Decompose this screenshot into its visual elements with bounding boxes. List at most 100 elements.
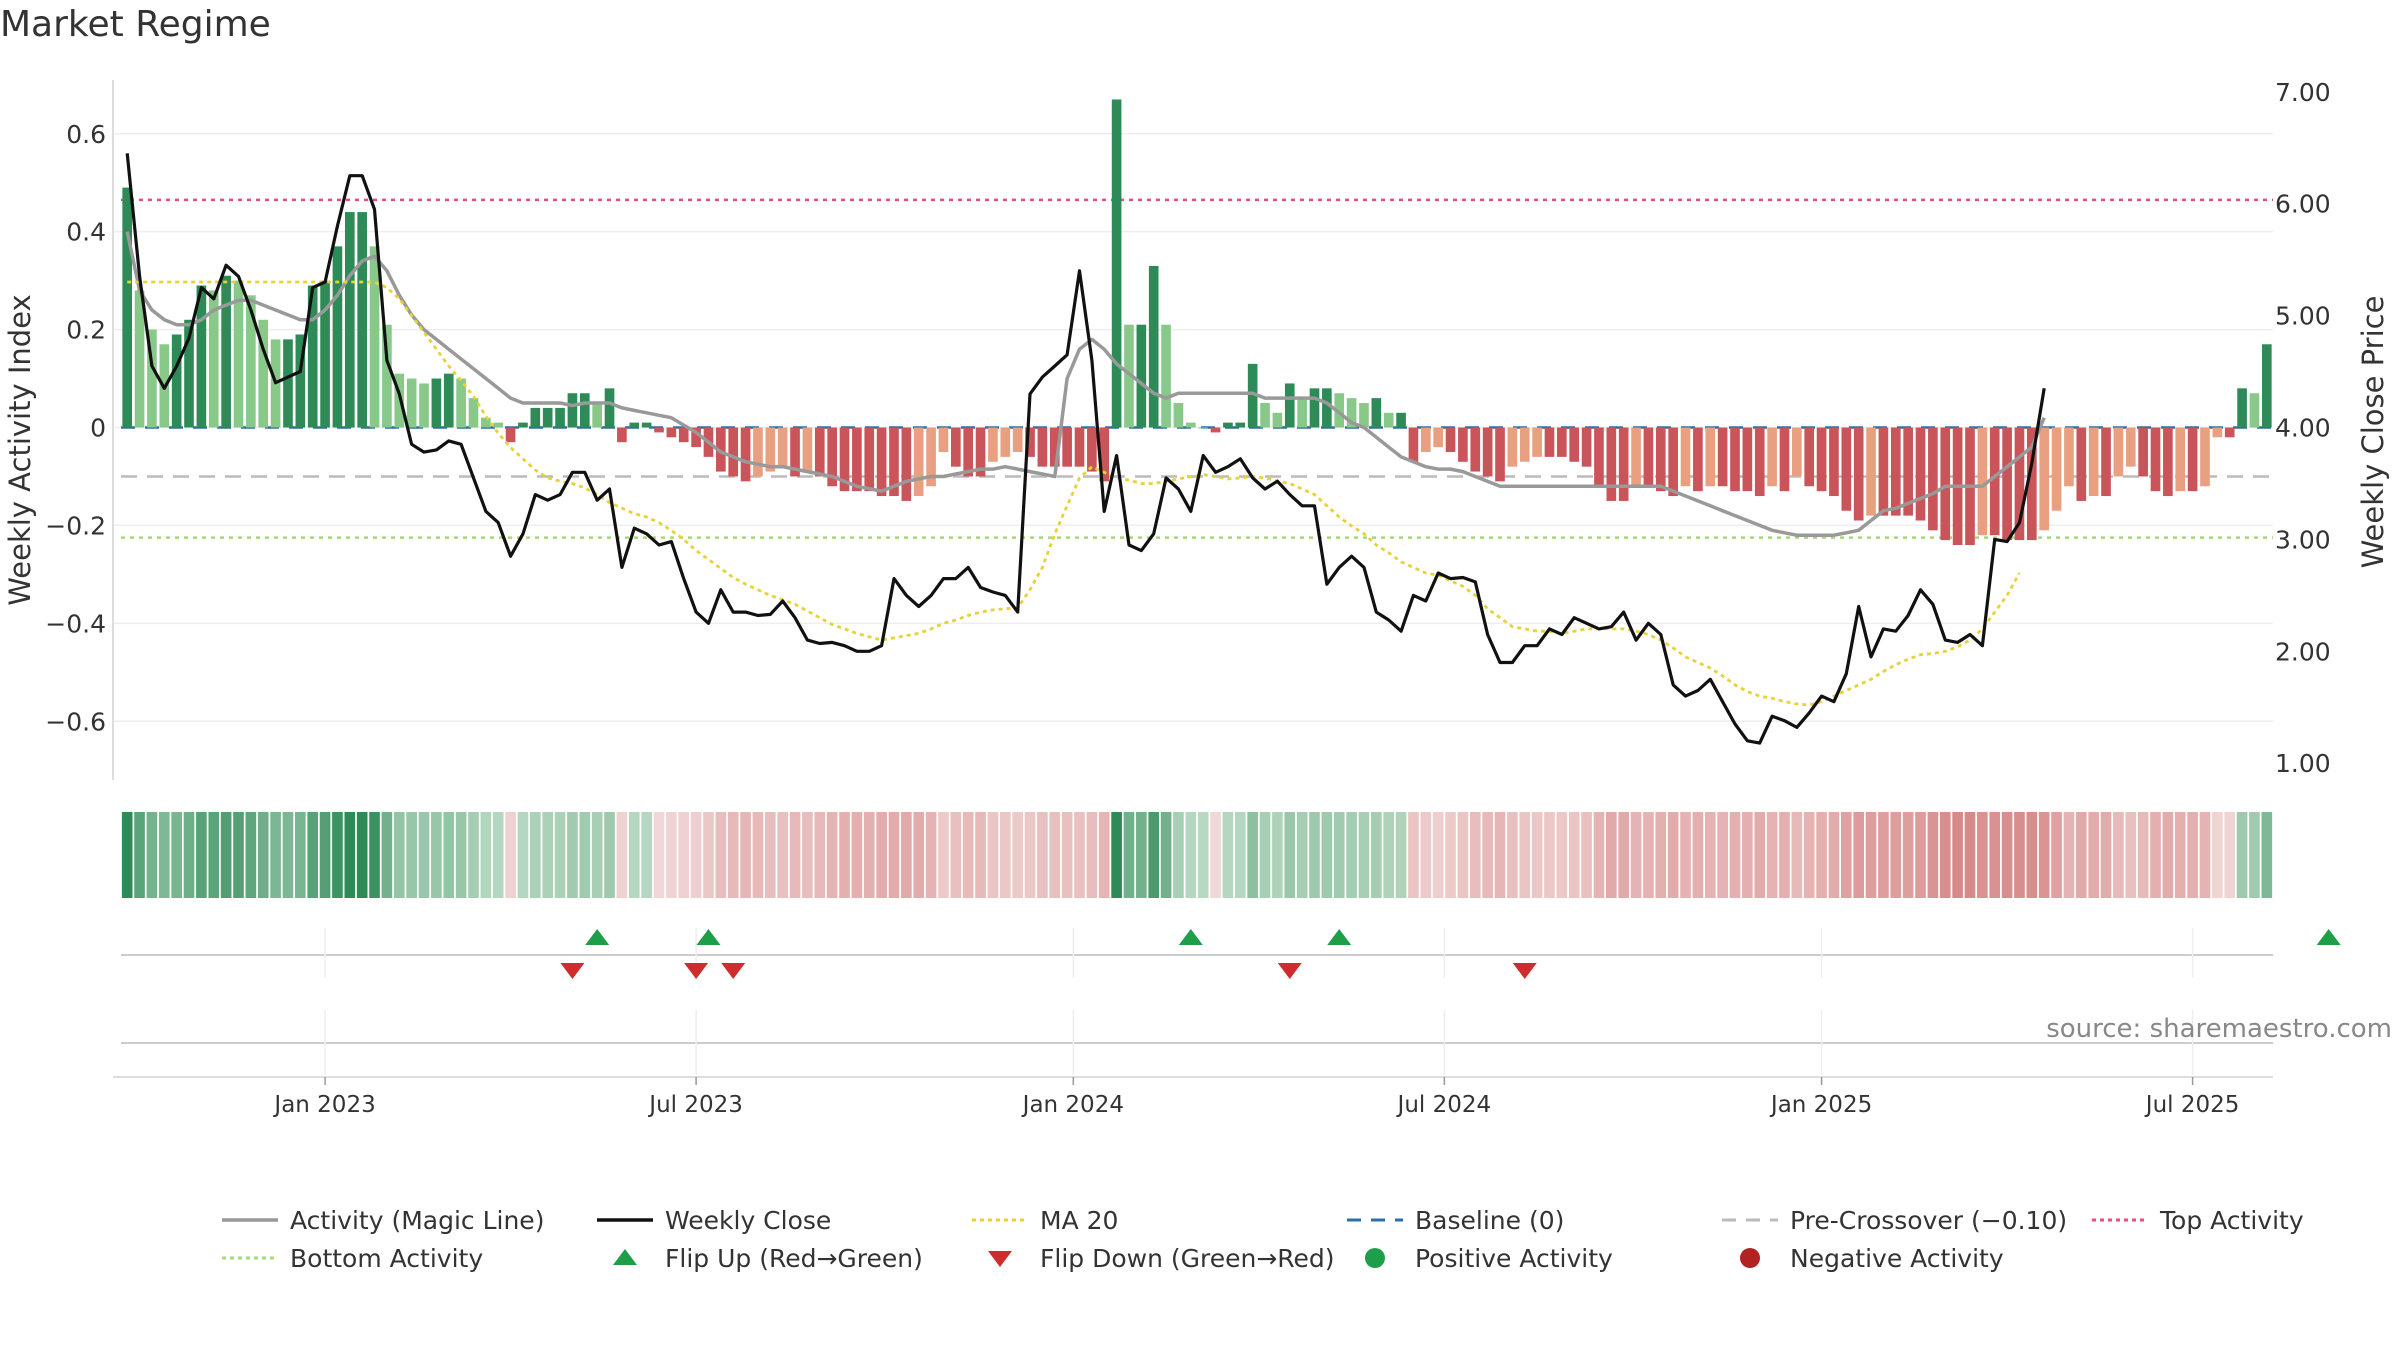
activity-bar — [641, 422, 652, 428]
regime-cell — [1952, 812, 1963, 898]
regime-cell — [1717, 812, 1728, 898]
activity-bar — [221, 275, 231, 428]
regime-cell — [1977, 812, 1988, 898]
activity-bar — [2014, 427, 2025, 541]
regime-cell — [715, 812, 727, 898]
legend: Activity (Magic Line) Weekly Close MA 20 Ba… — [0, 1205, 2400, 1295]
legend-label: Baseline (0) — [1415, 1205, 1565, 1235]
legend-label: Bottom Activity — [290, 1243, 484, 1273]
activity-bar — [567, 393, 578, 428]
flip-down-marker — [1512, 963, 1537, 979]
regime-cell — [121, 812, 133, 898]
activity-bar — [777, 427, 788, 467]
regime-cell — [183, 812, 195, 898]
legend-symbol — [595, 1243, 655, 1273]
regime-cell — [1148, 812, 1160, 898]
activity-bar — [2002, 427, 2012, 541]
regime-cell — [2026, 812, 2038, 898]
regime-cell — [1482, 812, 1493, 898]
regime-cell — [1432, 812, 1444, 898]
activity-bar — [1519, 427, 1530, 462]
activity-bar — [1185, 422, 1196, 428]
activity-bar — [579, 393, 590, 428]
regime-cell — [1667, 812, 1679, 898]
regime-cell — [1507, 812, 1518, 898]
regime-cell — [1136, 812, 1147, 898]
activity-bar — [2175, 427, 2186, 492]
regime-cell — [962, 812, 974, 898]
activity-bar — [1235, 422, 1246, 428]
regime-cell — [1383, 812, 1395, 898]
legend-item: Top Activity — [2090, 1205, 2304, 1235]
regime-cell — [381, 812, 393, 898]
y-tick-label: 0.6 — [66, 120, 106, 149]
regime-cell — [1766, 812, 1778, 898]
regime-cell — [839, 812, 850, 898]
regime-cell — [1742, 812, 1753, 898]
activity-bar — [1680, 427, 1691, 487]
activity-bar — [1495, 427, 1505, 482]
regime-cell — [1074, 812, 1085, 898]
x-tick-label: Jan 2023 — [272, 1092, 375, 1118]
regime-cell — [1185, 812, 1197, 898]
regime-cell — [2199, 812, 2211, 898]
activity-bar — [1470, 427, 1481, 472]
activity-bar — [134, 290, 145, 428]
activity-bar — [1594, 427, 1604, 487]
activity-bar — [1940, 427, 1951, 541]
activity-bar — [1853, 427, 1864, 521]
legend-label: Negative Activity — [1790, 1243, 2004, 1273]
activity-bar — [963, 427, 974, 477]
activity-bar — [2051, 427, 2062, 511]
y-tick-label: 0.2 — [66, 316, 106, 345]
activity-bar — [852, 427, 862, 492]
regime-cell — [1729, 812, 1741, 898]
activity-bar — [1829, 427, 1839, 497]
regime-cell — [1816, 812, 1827, 898]
activity-bar — [1309, 388, 1320, 428]
legend-symbol — [220, 1243, 280, 1273]
regime-cell — [1630, 812, 1642, 898]
regime-cell — [2038, 812, 2050, 898]
activity-bar — [2027, 427, 2037, 541]
regime-cell — [542, 812, 554, 898]
legend-label: Flip Down (Green→Red) — [1040, 1243, 1335, 1273]
regime-cell — [789, 812, 801, 898]
regime-cell — [1828, 812, 1840, 898]
regime-cell — [826, 812, 838, 898]
regime-cell — [319, 812, 331, 898]
legend-item: Bottom Activity — [220, 1243, 483, 1273]
regime-cell — [245, 812, 257, 898]
regime-cell — [1012, 812, 1023, 898]
activity-bar — [1000, 427, 1011, 457]
activity-bar — [184, 319, 194, 428]
regime-cell — [591, 812, 603, 898]
regime-cell — [628, 812, 640, 898]
activity-bar — [802, 427, 813, 472]
regime-cell — [641, 812, 652, 898]
x-tick-label: Jul 2023 — [647, 1092, 743, 1118]
regime-cell — [418, 812, 430, 898]
regime-cell — [455, 812, 467, 898]
regime-cell — [579, 812, 591, 898]
legend-item: Flip Up (Red→Green) — [595, 1243, 923, 1273]
activity-bar — [1173, 403, 1184, 428]
regime-cell — [1197, 812, 1209, 898]
legend-symbol — [970, 1243, 1030, 1273]
activity-bar — [1989, 427, 2000, 536]
activity-bar — [2261, 344, 2272, 428]
y2-tick-label: 3.00 — [2275, 525, 2331, 554]
activity-bar — [431, 378, 442, 428]
regime-cell — [999, 812, 1011, 898]
regime-cell — [1890, 812, 1902, 898]
x-tick-label: Jan 2024 — [1021, 1092, 1124, 1118]
regime-cell — [851, 812, 863, 898]
regime-cell — [1111, 812, 1122, 898]
activity-bar — [1544, 427, 1555, 457]
activity-bar — [493, 422, 504, 428]
regime-cell — [987, 812, 999, 898]
legend-label: Top Activity — [2160, 1205, 2304, 1235]
regime-cell — [1086, 812, 1098, 898]
activity-bar — [283, 339, 293, 428]
